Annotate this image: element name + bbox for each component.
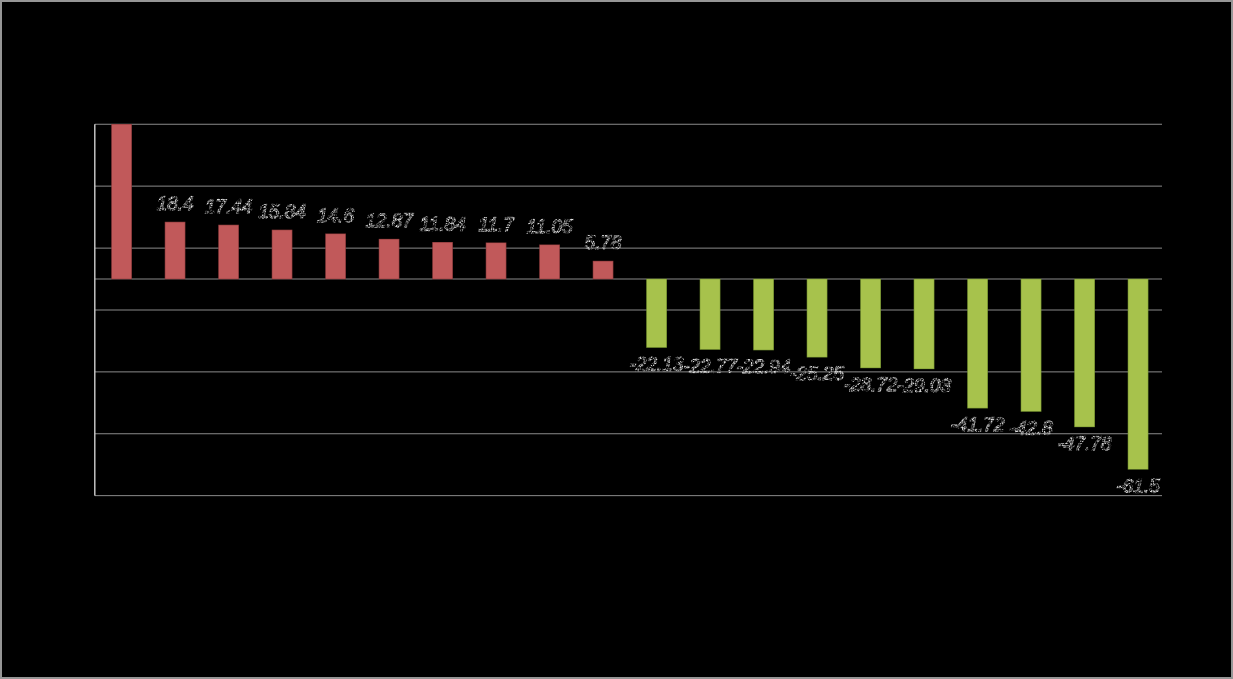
svg-text:17.44: 17.44 (205, 197, 253, 218)
svg-text:18.4: 18.4 (157, 194, 194, 215)
svg-text:-25.25: -25.25 (790, 364, 844, 385)
svg-text:-42.8: -42.8 (1009, 418, 1053, 439)
svg-text:11.05: 11.05 (526, 217, 573, 238)
svg-text:-29.03: -29.03 (897, 376, 951, 397)
svg-text:11.84: 11.84 (420, 214, 466, 235)
svg-text:-28.72: -28.72 (844, 375, 898, 396)
svg-text:5.78: 5.78 (585, 233, 622, 254)
svg-text:15.84: 15.84 (258, 202, 306, 223)
svg-text:-22.94: -22.94 (737, 357, 791, 378)
svg-text:14.6: 14.6 (317, 206, 354, 227)
svg-text:-47.78: -47.78 (1058, 434, 1112, 455)
svg-text:-22.13: -22.13 (630, 355, 684, 376)
svg-text:-61.5: -61.5 (1116, 476, 1160, 497)
svg-text:12.87: 12.87 (365, 211, 414, 232)
svg-text:-22.77: -22.77 (683, 357, 738, 378)
svg-text:-41.72: -41.72 (951, 415, 1005, 436)
svg-text:11.7: 11.7 (478, 215, 515, 236)
